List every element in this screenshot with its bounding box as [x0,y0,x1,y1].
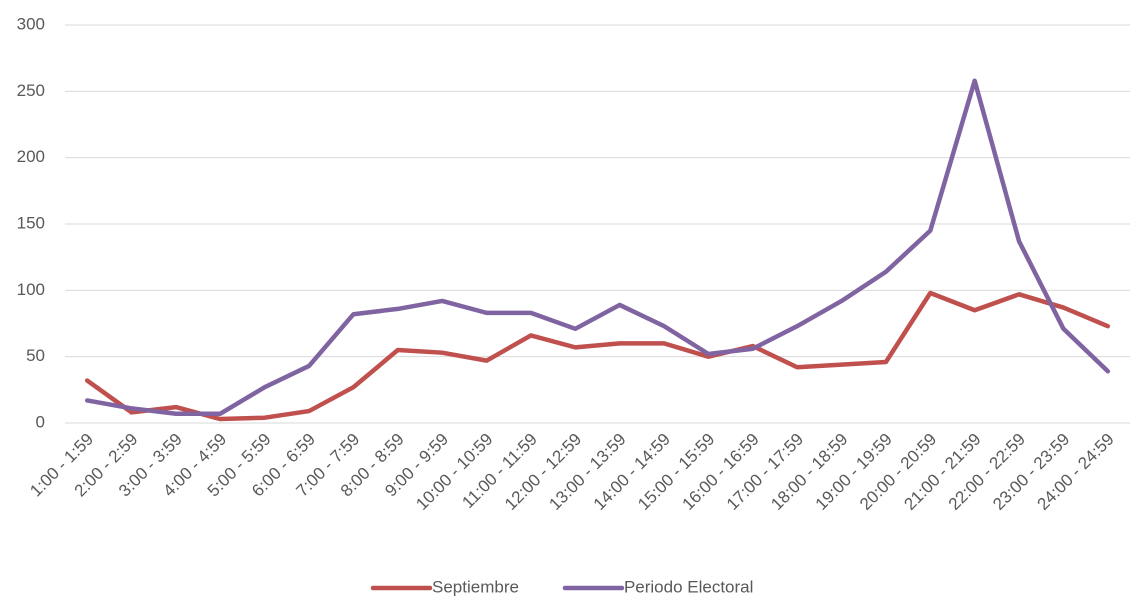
y-tick-label: 300 [17,14,45,33]
legend-label: Periodo Electoral [624,577,753,596]
y-tick-label: 100 [17,280,45,299]
series-line [84,290,1111,422]
y-tick-label: 250 [17,81,45,100]
y-tick-label: 150 [17,213,45,232]
y-tick-label: 0 [36,412,45,431]
y-tick-label: 50 [26,346,45,365]
y-tick-label: 200 [17,147,45,166]
legend-label: Septiembre [432,577,519,596]
series-line [84,78,1111,416]
